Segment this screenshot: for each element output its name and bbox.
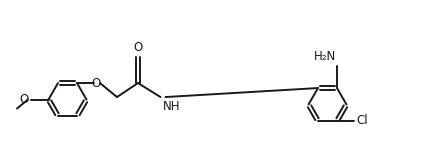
Text: O: O [20, 93, 29, 106]
Text: O: O [133, 41, 142, 54]
Text: Cl: Cl [356, 114, 368, 127]
Text: NH: NH [163, 100, 181, 113]
Text: H₂N: H₂N [314, 50, 336, 63]
Text: O: O [91, 77, 101, 89]
